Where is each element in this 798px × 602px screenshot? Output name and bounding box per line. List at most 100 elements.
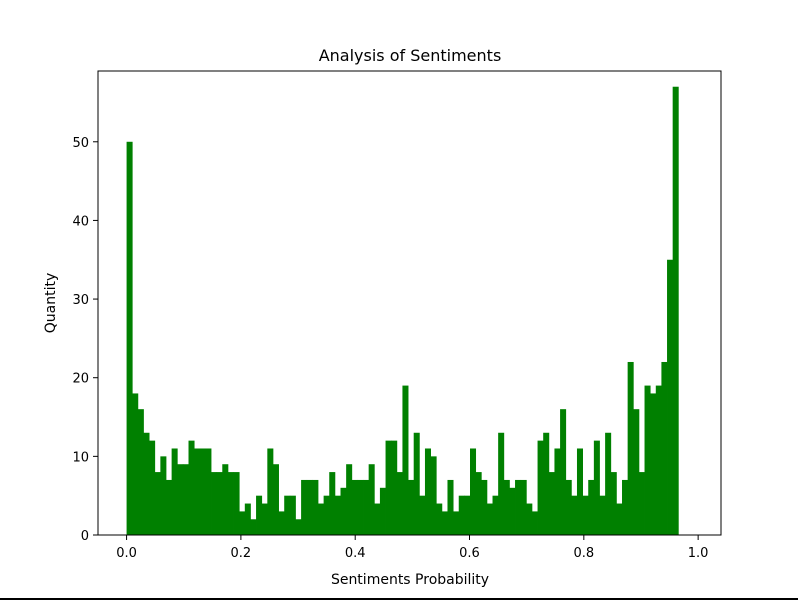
histogram-bar xyxy=(424,448,431,535)
histogram-bar xyxy=(340,487,347,535)
histogram-bar xyxy=(278,511,285,535)
y-tick-label: 0 xyxy=(81,529,89,544)
histogram-bar xyxy=(531,511,538,535)
histogram-bar xyxy=(143,432,150,535)
histogram-bar xyxy=(171,448,178,535)
histogram-bar xyxy=(346,464,353,535)
histogram-bar xyxy=(408,479,415,535)
histogram-bar xyxy=(177,464,184,535)
histogram-bar xyxy=(638,472,645,535)
histogram-bar xyxy=(301,479,308,535)
histogram-bar xyxy=(402,385,409,535)
histogram-bar xyxy=(216,472,223,535)
histogram-bar xyxy=(627,361,634,535)
histogram-bar xyxy=(211,472,218,535)
histogram-bar xyxy=(239,511,246,535)
histogram-bar xyxy=(199,448,206,535)
histogram-bar xyxy=(498,432,505,535)
histogram-bar xyxy=(182,464,189,535)
histogram-bar xyxy=(593,440,600,535)
histogram-bar xyxy=(560,409,567,535)
histogram-bar xyxy=(515,479,522,535)
histogram-bar xyxy=(622,479,629,535)
histogram-bar xyxy=(160,456,167,535)
histogram-bar xyxy=(492,495,499,535)
histogram-bar xyxy=(453,511,460,535)
histogram-bar xyxy=(284,495,291,535)
histogram-bar xyxy=(413,432,420,535)
histogram-bar xyxy=(233,472,240,535)
x-tick-label: 0.0 xyxy=(116,546,137,561)
histogram-bar xyxy=(312,479,319,535)
histogram-bar xyxy=(351,479,358,535)
y-axis-ticks: 0 10 20 30 40 50 xyxy=(72,136,98,544)
y-tick-label: 50 xyxy=(72,136,89,151)
histogram-bar xyxy=(475,472,482,535)
y-tick-label: 10 xyxy=(72,450,89,465)
histogram-bar xyxy=(363,479,370,535)
histogram-bar xyxy=(368,464,375,535)
x-tick-label: 0.2 xyxy=(231,546,252,561)
histogram-bar xyxy=(188,440,195,535)
histogram-bar xyxy=(633,409,640,535)
histogram-bar xyxy=(588,479,595,535)
histogram-bar xyxy=(256,495,263,535)
histogram-bar xyxy=(672,86,679,535)
histogram-bar xyxy=(194,448,201,535)
histogram-bar xyxy=(391,440,398,535)
histogram-bar xyxy=(667,259,674,535)
histogram-bar xyxy=(323,495,330,535)
histogram-bar xyxy=(599,495,606,535)
y-tick-label: 30 xyxy=(72,293,89,308)
histogram-bar xyxy=(554,448,561,535)
histogram-bars xyxy=(126,86,679,535)
histogram-bar xyxy=(222,464,229,535)
y-axis-label: Quantity xyxy=(43,273,59,334)
histogram-bar xyxy=(357,479,364,535)
histogram-bar xyxy=(250,519,257,535)
histogram-bar xyxy=(605,432,612,535)
histogram-bar xyxy=(464,495,471,535)
histogram-bar xyxy=(261,503,268,535)
y-tick-label: 20 xyxy=(72,372,89,387)
histogram-bar xyxy=(306,479,313,535)
histogram-bar xyxy=(165,479,173,535)
histogram-bar xyxy=(379,487,386,535)
histogram-bar xyxy=(470,448,477,535)
histogram-bar xyxy=(661,361,668,535)
histogram-bar xyxy=(154,472,161,535)
histogram-bar xyxy=(137,409,144,535)
x-axis-label: Sentiments Probability xyxy=(331,572,489,588)
histogram-bar xyxy=(205,448,212,535)
histogram-bar xyxy=(272,464,279,535)
histogram-bar xyxy=(526,503,533,535)
histogram-bar xyxy=(582,495,589,535)
histogram-bar xyxy=(644,385,651,535)
histogram-bar xyxy=(289,495,296,535)
histogram-bar xyxy=(436,503,443,535)
histogram-bar xyxy=(655,385,662,535)
histogram-bar xyxy=(430,456,437,535)
histogram-bar xyxy=(419,495,426,535)
x-tick-label: 1.0 xyxy=(688,546,709,561)
x-tick-label: 0.6 xyxy=(459,546,480,561)
histogram-bar xyxy=(396,472,403,535)
histogram-bar xyxy=(571,495,578,535)
histogram-bar xyxy=(576,448,583,535)
histogram-bar xyxy=(486,503,493,535)
histogram-bar xyxy=(295,519,302,535)
x-tick-label: 0.4 xyxy=(345,546,366,561)
histogram-bar xyxy=(481,479,488,535)
histogram-bar xyxy=(509,487,516,535)
histogram-bar xyxy=(616,503,623,535)
histogram-bar xyxy=(537,440,544,535)
histogram-bar xyxy=(267,448,274,535)
histogram-bar xyxy=(503,479,510,535)
histogram-bar xyxy=(543,432,550,535)
histogram-bar xyxy=(126,141,133,535)
plot-frame xyxy=(97,70,722,536)
histogram-bar xyxy=(149,440,156,535)
histogram-bar xyxy=(244,503,251,535)
histogram-bar xyxy=(520,479,527,535)
